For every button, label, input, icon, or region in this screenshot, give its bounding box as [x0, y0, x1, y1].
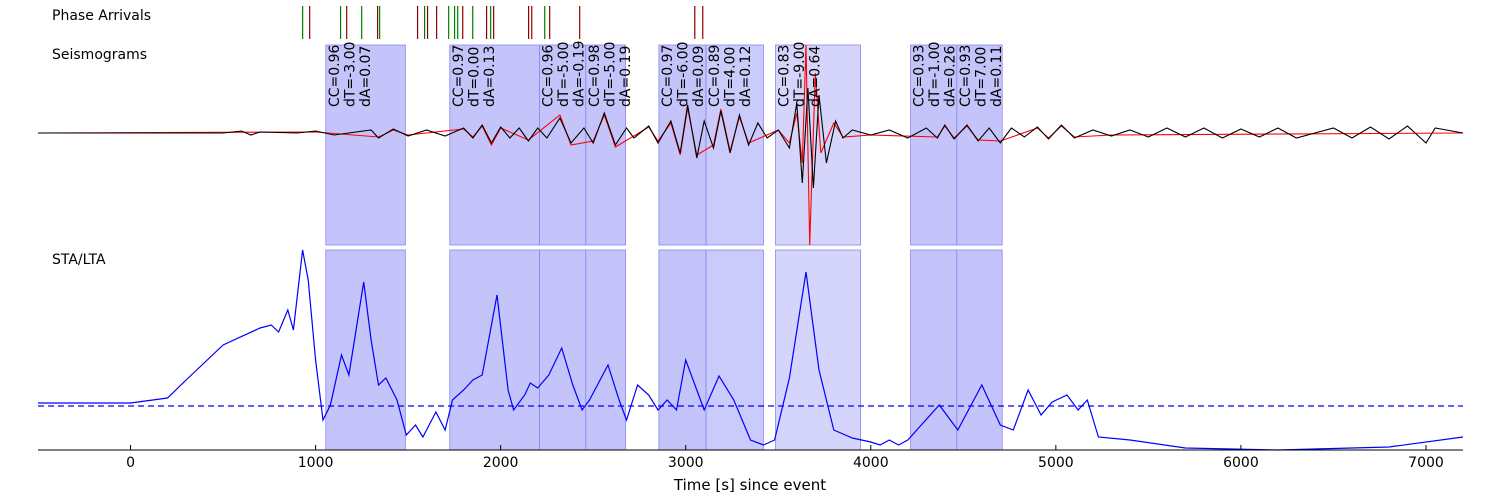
window	[910, 249, 958, 451]
window-label: CC=0.96	[327, 44, 343, 107]
window-label: dT=-9.00	[792, 42, 808, 107]
seismogram-trace	[38, 87, 1464, 189]
window	[449, 249, 540, 451]
sta-lta-curve	[38, 249, 1464, 451]
window	[956, 44, 1003, 246]
window-label: dT=-5.00	[556, 42, 572, 107]
panel-label: Phase Arrivals	[52, 8, 151, 24]
x-tick-label: 2000	[483, 455, 519, 471]
window-label: dT=7.00	[973, 47, 989, 107]
window-label: dA=0.12	[738, 46, 754, 107]
x-axis-title: Time [s] since event	[673, 476, 826, 494]
window-label: dA=0.09	[691, 46, 707, 107]
window	[325, 44, 406, 246]
x-tick-label: 7000	[1408, 455, 1444, 471]
window-label: CC=0.93	[912, 45, 928, 107]
window-label: CC=0.83	[776, 45, 792, 107]
window	[325, 249, 406, 451]
x-tick-label: 1000	[298, 455, 334, 471]
window-label: CC=0.93	[958, 45, 974, 107]
window-label: dT=0.00	[466, 47, 482, 107]
window	[585, 249, 626, 451]
window-label: dT=-6.00	[675, 42, 691, 107]
window-label: dA=0.11	[989, 46, 1005, 107]
window	[658, 249, 707, 451]
window-label: dA=0.26	[943, 46, 959, 107]
window-label: dA=-0.19	[572, 41, 588, 107]
window-label: CC=0.89	[707, 45, 723, 107]
window-label: dA=0.07	[358, 46, 374, 107]
window-label: CC=0.97	[660, 45, 676, 107]
window	[910, 44, 958, 246]
window	[705, 44, 764, 246]
x-tick-label: 6000	[1223, 455, 1259, 471]
window-label: dT=-1.00	[927, 42, 943, 107]
x-tick-label: 3000	[668, 455, 704, 471]
window-label: dT=-3.00	[342, 42, 358, 107]
window-label: CC=0.97	[451, 45, 467, 107]
window-label: dA=0.13	[482, 46, 498, 107]
window	[449, 44, 540, 246]
window-label: dA=0.64	[807, 46, 823, 107]
window	[705, 249, 764, 451]
panel-label: Seismograms	[52, 47, 147, 63]
window-label: dT=4.00	[723, 47, 739, 107]
x-tick-label: 0	[126, 455, 135, 471]
window	[539, 44, 587, 246]
window	[658, 44, 707, 246]
window-label: dA=0.19	[618, 46, 634, 107]
panel-label: STA/LTA	[52, 252, 106, 268]
window-label: CC=0.96	[541, 44, 557, 107]
x-tick-label: 5000	[1038, 455, 1074, 471]
x-tick-label: 4000	[853, 455, 889, 471]
window	[775, 249, 862, 451]
window-label: dT=-5.00	[602, 42, 618, 107]
window-label: CC=0.98	[587, 45, 603, 107]
